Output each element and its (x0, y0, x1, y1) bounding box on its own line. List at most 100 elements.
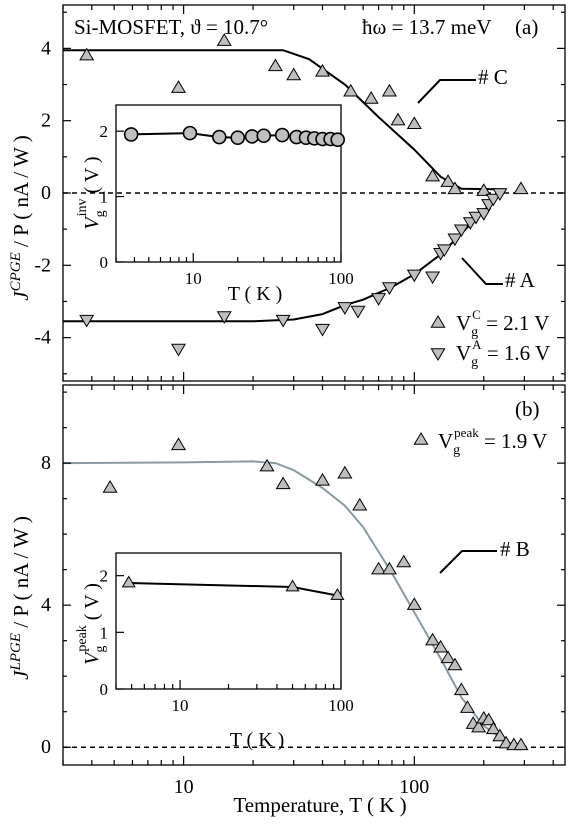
panel-b-ytick-label: 8 (41, 452, 51, 474)
annotation-b: # B (500, 537, 530, 561)
legend-vga-sup: A (472, 337, 482, 352)
panel-a-series-1-point (476, 208, 492, 221)
panel-b-series-0-point (314, 472, 331, 486)
panel-a-series-1-point (371, 293, 387, 306)
panel-a-series-0-point (513, 181, 529, 195)
panel-a-inset-point (211, 129, 227, 145)
panel-b-xlabel: Temperature, T ( K ) (233, 793, 406, 817)
panel-a-series-0-point (390, 112, 406, 126)
panel-b-series-0-point (433, 639, 449, 653)
panel-a-series-0-point (363, 91, 379, 104)
legend-vgc-rest: = 2.1 V (481, 311, 550, 335)
panel-a-inset-xtick-label: 100 (328, 269, 354, 288)
panel-a-title-right: ħω = 13.7 meV (362, 15, 492, 39)
panel-b-label: (b) (515, 397, 540, 421)
panel-a-series-1-point (406, 269, 422, 283)
legend-vgc-sub: g (471, 325, 478, 340)
panel-a-inset-point (274, 127, 290, 143)
panel-a-series-1-point (381, 282, 397, 295)
inset-a-ylabel-sub: g (93, 210, 108, 217)
panel-a-inset-frame (115, 104, 342, 263)
panel-a-series-0-point (406, 116, 422, 130)
annotation-c: # C (478, 65, 508, 89)
annotation-c-leader (417, 79, 476, 104)
panel-b-xtick-label: 10 (174, 776, 194, 798)
panel-b-ytick-label: 4 (41, 594, 51, 616)
panel-a-ylabel-main: J (9, 290, 33, 301)
panel-a-series-0-point (79, 47, 95, 61)
inset-b-ylabel-main: V (81, 650, 103, 665)
panel-a-ytick-label: 2 (41, 110, 51, 132)
panel-a-series-0-point (314, 63, 331, 77)
panel-a-inset-ytick-label: 1 (100, 188, 109, 207)
annotation-a-leader (461, 257, 503, 285)
annotation-a: # A (505, 268, 536, 292)
panel-a-inset-point (182, 125, 198, 141)
inset-a-ylabel-rest: ( V ) (81, 156, 103, 198)
legend-vga-rest: = 1.6 V (482, 341, 551, 365)
panel-b-ylabel: JLPGE / P ( nA / W ) (8, 516, 33, 680)
panel-b-series-0-point (170, 437, 187, 451)
panel-b-series-0-point (352, 497, 368, 511)
panel-a-series-1-point (314, 323, 331, 337)
panel-a-series-0-point (216, 33, 232, 46)
inset-a-ylabel-main: V (81, 215, 103, 230)
panel-b-inset-frame (115, 552, 342, 690)
legend-vga-sub: g (471, 355, 478, 370)
panel-a-inset-point (330, 132, 346, 147)
panel-b-inset-ytick-label: 0 (100, 680, 109, 699)
data-markers: 10 100 0 1 2 10 100 0 1 2 (79, 33, 529, 751)
panel-a-inset-ytick-label: 2 (100, 122, 109, 141)
panel-a-series-1-point (337, 302, 353, 315)
panel-b-series-0-point (440, 650, 456, 664)
panel-b-inset-xtick-label: 100 (328, 696, 354, 715)
panel-a-fit-curve-0 (63, 49, 507, 191)
panel-a-series-1-point (492, 188, 508, 201)
panel-a-series-1-point (275, 314, 291, 328)
panel-b-series-0-point (396, 554, 412, 568)
panel-b-series-0-point (513, 737, 529, 751)
panel-a-label: (a) (515, 15, 538, 39)
panel-a-inset-ytick-label: 0 (100, 253, 109, 272)
panel-a-ytick-label: 4 (41, 37, 51, 59)
panel-a-ylabel-rest: / P ( nA / W ) (9, 135, 33, 252)
panel-a-series-1-point (79, 314, 95, 328)
panel-b-fit-curve-0 (62, 460, 525, 748)
panel-a-series-1-point (170, 343, 187, 357)
panel-a-series-0-point (267, 58, 283, 72)
panel-a-series-1-point (468, 211, 484, 225)
panel-b-series-0-point (102, 480, 118, 493)
panel-a-ytick-label: 0 (41, 182, 51, 204)
panel-b-inset-point (121, 575, 136, 588)
panel-b-series-0-point (447, 657, 463, 671)
panel-a-series-0-point (440, 174, 456, 187)
legend-vgc-sup: C (472, 307, 481, 322)
panel-a-series-0-point (447, 181, 463, 195)
panel-b-series-0-point (471, 719, 487, 733)
legend-vgpeak-sup: peak (454, 425, 479, 440)
panel-a-series-1-point (453, 224, 469, 238)
legend-vgpeak: Vg peak = 1.9 V (438, 425, 547, 458)
legend-vgpeak-rest: = 1.9 V (479, 429, 548, 453)
panel-a-legend-symbol-0 (430, 315, 446, 328)
panel-b-inset-xtick-label: 10 (172, 696, 189, 715)
panel-b-xtick-label: 100 (399, 776, 429, 798)
panel-a-series-0-point (381, 83, 397, 97)
panel-a-series-0-point (425, 168, 441, 182)
panel-b-frame (62, 384, 566, 766)
panel-a-series-1-point (447, 233, 463, 247)
panel-a-inset-point (230, 130, 246, 146)
panel-b-series-0-point (275, 476, 291, 490)
panel-b-series-0-point (337, 465, 353, 479)
panel-b-ylabel-rest: / P ( nA / W ) (9, 516, 33, 633)
legend-vgpeak-main: V (438, 429, 453, 453)
legend-vga: VgA = 1.6 V (456, 337, 550, 370)
inset-b-ylabel: Vgpeak ( V ) (75, 583, 108, 665)
panel-b-inset-point (285, 579, 300, 592)
panel-a-series-1-point (485, 193, 501, 207)
panel-a-title-left: Si-MOSFET, ϑ = 10.7° (74, 15, 268, 39)
legend-vgc-main: V (456, 311, 471, 335)
panel-b-inset-line (128, 582, 338, 597)
panel-a-series-1-point (216, 311, 232, 324)
